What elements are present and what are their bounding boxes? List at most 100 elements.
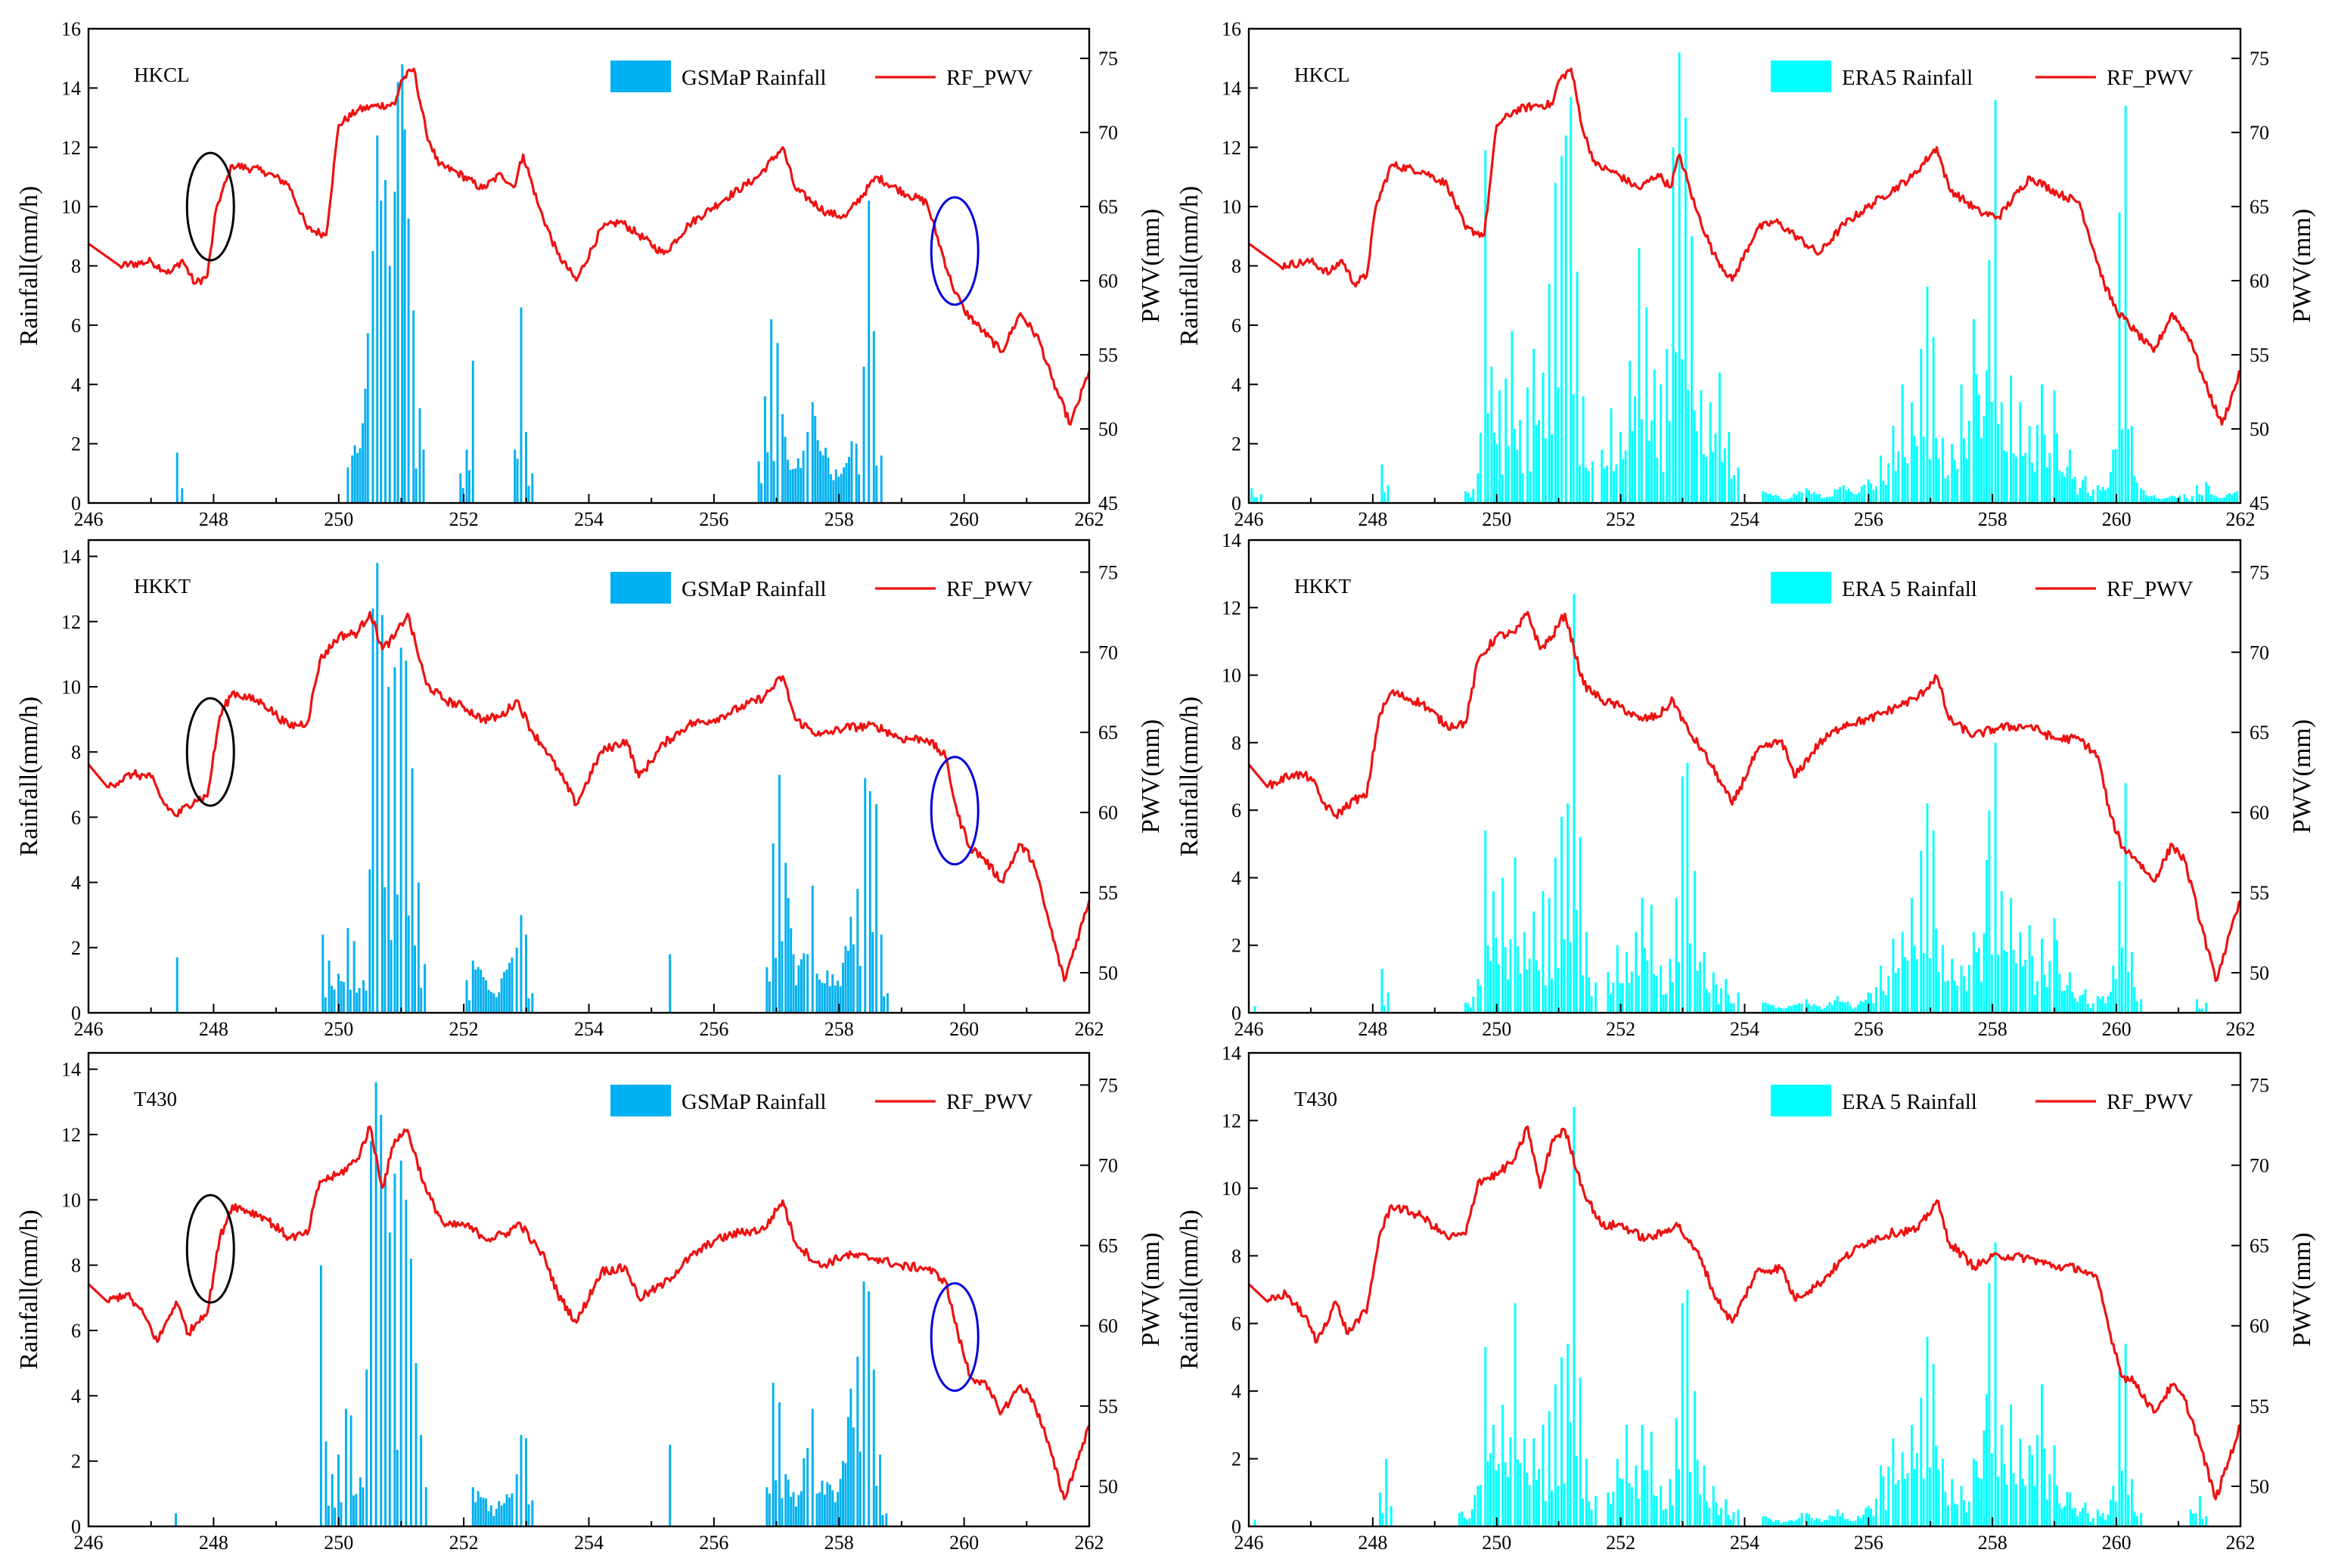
rain-bar (1544, 438, 1547, 503)
rain-bar (352, 941, 356, 1013)
rain-bar (1836, 995, 1839, 1013)
rain-bar (349, 989, 352, 1013)
rain-bar (1712, 452, 1715, 503)
rain-bar (766, 452, 769, 503)
rain-bar (1867, 479, 1870, 503)
rain-bar (525, 1438, 528, 1526)
rain-bar (1787, 1005, 1790, 1013)
rain-bar (1790, 1520, 1793, 1526)
rain-bar (2109, 1499, 2112, 1526)
rain-bar (1785, 1521, 1788, 1526)
x-tick-label: 254 (1730, 508, 1759, 530)
rain-bar (828, 1484, 831, 1526)
rain-bar (881, 1514, 884, 1526)
rain-bar (1715, 984, 1718, 1013)
rain-bar (465, 449, 468, 503)
rain-bar (848, 457, 850, 503)
panel-3: 246 248 250 252 254 256 258 260 2620246810121450… (1175, 529, 2316, 1040)
rain-bar (2028, 1445, 2031, 1526)
y-right-tick-label: 60 (1098, 270, 1118, 292)
rain-bar (371, 608, 374, 1013)
rain-bar (396, 1449, 399, 1526)
rain-bar (417, 882, 420, 1013)
rain-bar (1573, 594, 1576, 1013)
rain-bar (2053, 918, 2056, 1013)
rain-bar (1641, 1424, 1644, 1526)
x-tick-label: 260 (949, 1532, 979, 1554)
rain-bar (1975, 374, 1978, 503)
legend-line-label: RF_PWV (2107, 66, 2193, 90)
x-tick-label: 256 (699, 1532, 728, 1554)
x-tick-label: 260 (2102, 1532, 2132, 1554)
y-right-tick-label: 55 (1098, 1396, 1118, 1417)
rain-bar (1573, 1107, 1576, 1526)
rain-bar (2112, 449, 2115, 503)
rain-bar (775, 958, 778, 1013)
rain-bar (2041, 938, 2044, 1013)
rain-bar (1519, 420, 1522, 503)
rain-bar (868, 790, 871, 1013)
rain-bar (1548, 1411, 1551, 1526)
rain-bar (1476, 473, 1480, 503)
rain-bar (1983, 415, 1986, 503)
rain-bar (1728, 431, 1731, 503)
rain-bar (1486, 1461, 1489, 1526)
rain-bar (1625, 952, 1629, 1013)
rain-bar (1997, 1476, 1999, 1526)
x-tick-label: 262 (1075, 508, 1104, 530)
y-left-tick-label: 12 (61, 137, 81, 159)
y-left-tick-label: 16 (1222, 18, 1241, 40)
legend: GSMaP Rainfall RF_PWV (610, 572, 1032, 604)
rain-bar (2191, 495, 2194, 503)
rain-bar (380, 615, 383, 1013)
y-left-tick-label: 2 (1231, 1448, 1241, 1470)
rain-bar (2076, 1001, 2079, 1013)
rain-bar (832, 480, 835, 503)
rain-bar (2173, 496, 2176, 503)
rain-bar (1528, 1485, 1531, 1526)
rain-bar (1479, 1484, 1482, 1526)
y-left-tick-label: 12 (61, 1124, 81, 1146)
rain-bar (2058, 973, 2061, 1013)
rain-bar (531, 1500, 534, 1526)
rain-bar (1686, 1290, 1689, 1526)
x-tick-label: 246 (1234, 508, 1264, 530)
rain-event-2 (1601, 52, 1740, 504)
y-right-tick-label: 55 (2250, 882, 2269, 904)
rain-bar (1665, 993, 1667, 1013)
rain-bar (1941, 437, 1944, 503)
rain-bar (2031, 956, 2034, 1013)
rain-bar (2086, 492, 2089, 503)
rain-bar (1823, 1520, 1826, 1526)
rain-bar (327, 1505, 330, 1526)
rain-event-0 (175, 957, 179, 1013)
rain-bar (1884, 484, 1887, 503)
rain-bar (1616, 945, 1619, 1013)
rain-bar (2021, 1478, 2024, 1526)
rain-bar (1865, 999, 1868, 1013)
rain-bar (1951, 443, 1954, 503)
rain-bar (1962, 976, 1965, 1013)
rain-bar (424, 1487, 427, 1526)
rain-bar (1616, 1458, 1619, 1526)
rain-event-1 (1458, 1107, 1598, 1526)
rain-bar (1777, 1007, 1780, 1013)
rain-bar (1509, 939, 1512, 1013)
x-tick-label: 256 (1854, 1018, 1883, 1040)
rain-bar (819, 451, 822, 503)
rain-bar (2212, 495, 2215, 503)
rain-bar (1468, 1518, 1471, 1526)
x-tick-label: 248 (1358, 1018, 1387, 1040)
y-axis-right-title: PWV(mm) (1137, 209, 1165, 323)
rain-event-2 (1607, 1290, 1740, 1526)
rain-bar (1997, 424, 1999, 503)
rain-bar (1730, 1520, 1732, 1526)
legend-line-label: RF_PWV (946, 1090, 1032, 1114)
rain-bar (1842, 485, 1845, 503)
rain-bar (2082, 994, 2084, 1013)
rain-bar (365, 990, 368, 1013)
rain-bar (471, 360, 474, 503)
rain-bar (1693, 410, 1696, 503)
rain-bar (1560, 156, 1563, 503)
rain-bar (2201, 1518, 2204, 1526)
